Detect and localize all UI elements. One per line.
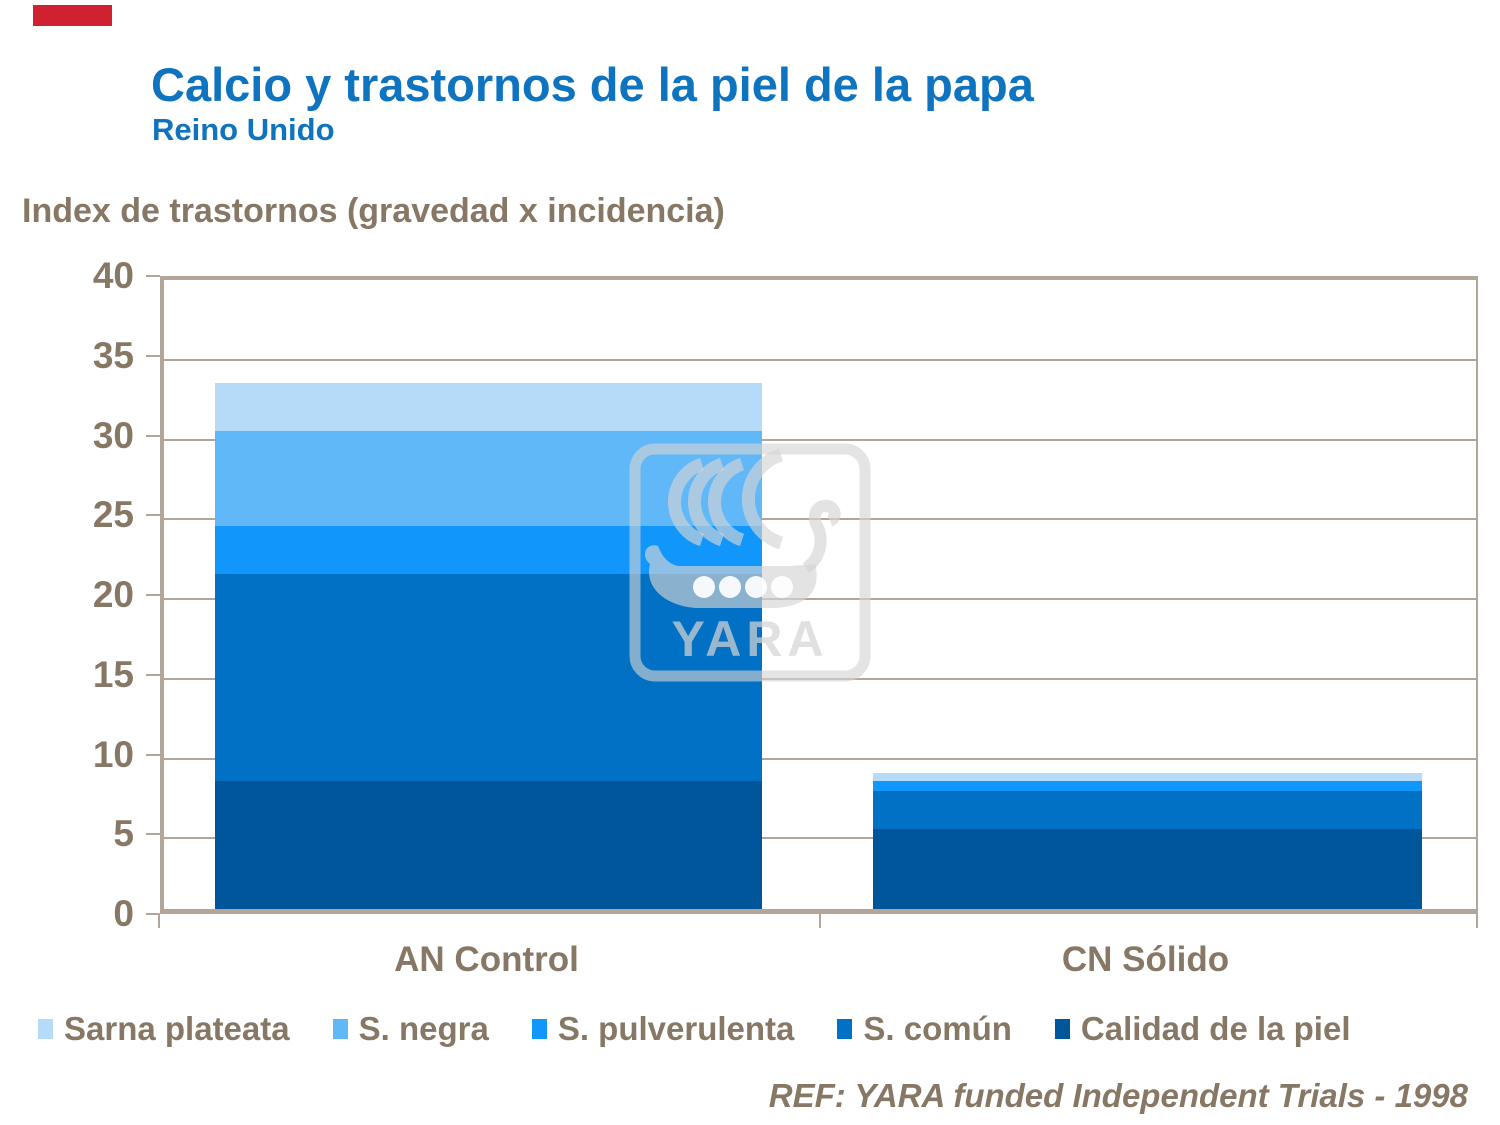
gridline-30 <box>164 439 1476 441</box>
y-tick-label-15: 15 <box>92 654 134 695</box>
legend-item-sarna-plateata: Sarna plateata <box>38 1010 290 1048</box>
gridline-20 <box>164 598 1476 600</box>
bar-segment <box>215 781 762 909</box>
legend-label: S. común <box>863 1010 1012 1047</box>
bar-segment <box>873 781 1422 791</box>
chart-legend: Sarna plateata S. negra S. pulverulenta … <box>38 1010 1478 1048</box>
y-axis-title: Index de trastornos (gravedad x incidenc… <box>22 192 725 230</box>
red-accent-bar <box>33 5 112 26</box>
bar-segment <box>873 791 1422 829</box>
legend-label: S. pulverulenta <box>557 1010 795 1047</box>
gridline-35 <box>164 359 1476 361</box>
gridline-10 <box>164 758 1476 760</box>
gridline-5 <box>164 837 1476 839</box>
y-tick-label-30: 30 <box>92 415 134 456</box>
y-tick-label-5: 5 <box>113 813 134 854</box>
viking-ship-icon <box>644 499 841 608</box>
watermark-frame <box>629 443 871 682</box>
y-tick-5 <box>146 833 160 835</box>
y-tick-30 <box>146 435 160 437</box>
y-tick-label-20: 20 <box>92 574 134 615</box>
x-tick-0 <box>158 913 160 928</box>
legend-item-s-negra: S. negra <box>332 1010 489 1048</box>
legend-item-s-comun: S. común <box>837 1010 1012 1048</box>
y-tick-label-25: 25 <box>92 494 134 535</box>
reference-note: REF: YARA funded Independent Trials - 19… <box>768 1077 1468 1114</box>
x-tick-1 <box>819 913 821 928</box>
yara-watermark-logo: YARA <box>629 443 871 682</box>
y-tick-15 <box>146 674 160 676</box>
legend-item-calidad-de-la-piel: Calidad de la piel <box>1054 1010 1351 1048</box>
x-tick-2 <box>1476 913 1478 928</box>
legend-marker-calidad-icon <box>1054 1019 1070 1039</box>
bar-segment <box>215 383 762 431</box>
legend-label: Sarna plateata <box>64 1010 290 1047</box>
y-tick-40 <box>146 275 160 277</box>
y-tick-label-35: 35 <box>92 335 134 376</box>
legend-label: Calidad de la piel <box>1080 1010 1351 1047</box>
y-tick-35 <box>146 355 160 357</box>
legend-item-s-pulverulenta: S. pulverulenta <box>531 1010 795 1048</box>
y-tick-label-40: 40 <box>92 255 134 296</box>
legend-marker-s-negra-icon <box>332 1019 348 1039</box>
legend-marker-sarna-plateata-icon <box>38 1019 53 1039</box>
y-tick-25 <box>146 514 160 516</box>
sail-arcs-icon <box>668 448 784 550</box>
bar-segment <box>873 773 1422 781</box>
y-tick-label-10: 10 <box>92 734 134 775</box>
category-label-an-control: AN Control <box>394 940 579 979</box>
legend-marker-s-comun-icon <box>837 1019 853 1039</box>
bar-cn-solido <box>873 271 1422 909</box>
y-tick-label-0: 0 <box>113 893 134 934</box>
bar-segment <box>873 829 1422 909</box>
y-tick-10 <box>146 754 160 756</box>
page-title: Calcio y trastornos de la piel de la pap… <box>151 58 1034 111</box>
legend-marker-s-pulverulenta-icon <box>531 1019 547 1039</box>
y-tick-0 <box>146 913 160 915</box>
legend-label: S. negra <box>358 1010 489 1047</box>
page-subtitle: Reino Unido <box>152 112 335 147</box>
watermark-text: YARA <box>671 611 828 667</box>
category-label-cn-solido: CN Sólido <box>1061 940 1230 979</box>
y-tick-20 <box>146 594 160 596</box>
